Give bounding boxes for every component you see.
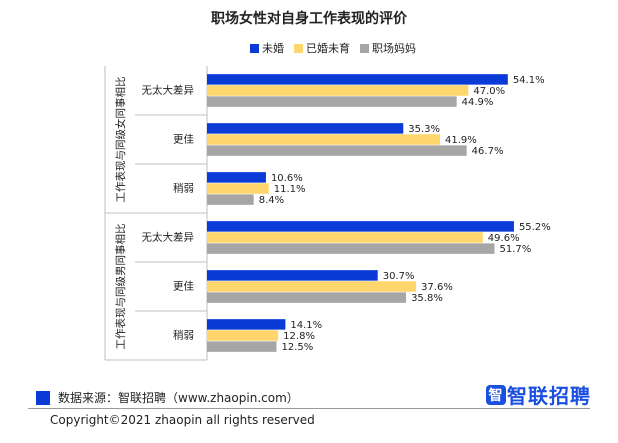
bar (207, 172, 266, 183)
copyright: Copyright©2021 zhaopin all rights reserv… (50, 413, 315, 427)
bar (207, 134, 440, 145)
bar (207, 243, 495, 254)
data-source: 数据来源：智联招聘（www.zhaopin.com） (36, 389, 299, 406)
data-label: 12.8% (283, 331, 315, 342)
bar (207, 221, 514, 232)
bar-chart: 工作表现与同级女同事相比 无太大差异54.1%47.0%44.9%更佳35.3%4… (104, 66, 551, 361)
bar (207, 194, 254, 205)
source-marker-icon (36, 390, 50, 405)
group-label: 工作表现与同级男同事相比 (114, 224, 127, 350)
bar (207, 96, 457, 107)
legend-label-unmarried: 未婚 (262, 42, 284, 55)
data-label: 12.5% (282, 342, 314, 353)
bar (207, 232, 483, 243)
bar (207, 281, 417, 292)
bar (207, 183, 269, 194)
legend-label-working-mother: 职场妈妈 (372, 42, 416, 55)
legend: 未婚 已婚未育 职场妈妈 (250, 40, 416, 56)
category-label: 稍弱 (173, 329, 194, 342)
bar (207, 292, 407, 303)
data-label: 35.3% (408, 124, 440, 135)
category-label: 无太大差异 (142, 84, 195, 97)
data-label: 30.7% (383, 271, 415, 282)
data-label: 10.6% (271, 173, 303, 184)
category-label: 更佳 (173, 133, 194, 146)
data-label: 11.1% (274, 184, 306, 195)
data-label: 55.2% (519, 222, 551, 233)
brand-name: 智联招聘 (507, 384, 591, 408)
legend-item-unmarried: 未婚 (250, 40, 284, 56)
legend-item-working-mother: 职场妈妈 (360, 40, 416, 56)
data-source-text: 数据来源：智联招聘（www.zhaopin.com） (58, 391, 299, 405)
data-label: 37.6% (421, 282, 453, 293)
data-label: 54.1% (513, 75, 545, 86)
data-label: 49.6% (488, 233, 520, 244)
data-label: 14.1% (290, 320, 322, 331)
chart-title: 职场女性对自身工作表现的评价 (211, 11, 407, 27)
bar (207, 270, 378, 281)
data-label: 8.4% (259, 195, 284, 206)
bar (207, 330, 279, 341)
data-label: 51.7% (499, 244, 531, 255)
brand-logo: 智 智联招聘 (486, 380, 591, 409)
bar (207, 145, 467, 156)
bar (207, 85, 469, 96)
footer-divider (28, 408, 590, 409)
legend-item-married-no-child: 已婚未育 (294, 40, 350, 56)
category-label: 更佳 (173, 280, 194, 293)
data-label: 44.9% (462, 97, 494, 108)
legend-swatch-unmarried (250, 43, 259, 53)
category-label: 稍弱 (173, 182, 194, 195)
data-label: 46.7% (472, 146, 504, 157)
legend-label-married-no-child: 已婚未育 (306, 42, 350, 55)
bar (207, 341, 277, 352)
data-label: 35.8% (411, 293, 443, 304)
data-label: 41.9% (445, 135, 477, 146)
brand-badge-icon: 智 (486, 384, 506, 405)
data-label: 47.0% (473, 86, 505, 97)
bar (207, 123, 404, 134)
bar (207, 74, 508, 85)
group-label: 工作表现与同级女同事相比 (114, 77, 127, 203)
bar (207, 319, 286, 330)
legend-swatch-working-mother (360, 43, 369, 53)
legend-swatch-married-no-child (294, 43, 303, 53)
category-label: 无太大差异 (142, 231, 195, 244)
